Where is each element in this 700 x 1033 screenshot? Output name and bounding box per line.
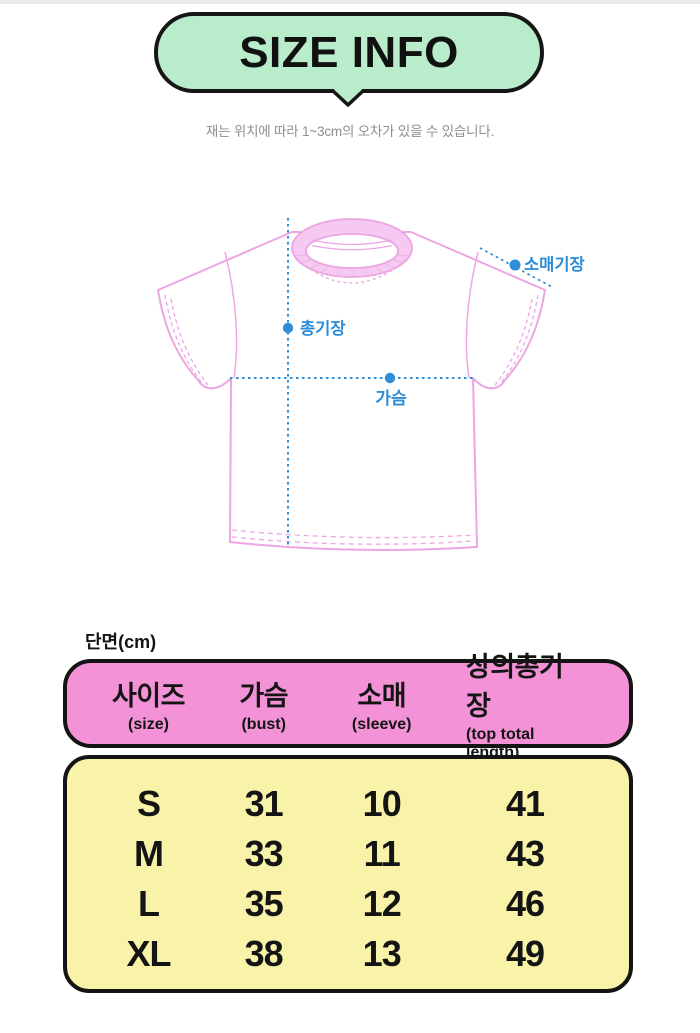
page-title: SIZE INFO	[239, 27, 459, 77]
table-row-m: M 33 11 43	[67, 829, 629, 879]
measure-line-sleeve	[479, 247, 553, 288]
table-row-l: L 35 12 46	[67, 879, 629, 929]
top-divider	[0, 0, 700, 4]
collar-ribs	[293, 254, 411, 277]
size-info-badge: SIZE INFO	[154, 12, 544, 93]
tshirt-measurement-diagram: 총기장 가슴 소매기장	[157, 218, 585, 552]
column-header-size: 사이즈 (size)	[67, 674, 230, 734]
measurement-notice: 재는 위치에 따라 1~3cm의 오차가 있을 수 있습니다.	[205, 124, 495, 139]
sleeve-value: 12	[362, 883, 402, 924]
speech-bubble-tail-icon	[330, 89, 366, 107]
sleeve-stitch-left	[164, 294, 209, 386]
size-table-header: 사이즈 (size) 가슴 (bust) 소매 (sleeve) 상의총기장 (…	[63, 652, 633, 761]
column-header-size-en: (size)	[128, 715, 169, 733]
back-collar-line	[311, 239, 393, 251]
size-value: L	[137, 883, 160, 924]
size-table-body: S 31 10 41 M 33 11 43 L 35 12 46 XL 38 1…	[63, 755, 633, 993]
column-header-size-ko: 사이즈	[111, 680, 186, 711]
column-header-bust-en: (bust)	[241, 715, 286, 733]
armhole-seam-left	[224, 251, 238, 379]
table-row-s: S 31 10 41	[67, 779, 629, 829]
sleeve-value: 11	[363, 833, 401, 874]
top-total-length-value: 46	[505, 883, 545, 924]
bust-value: 35	[244, 883, 284, 924]
column-header-sleeve-en: (sleeve)	[351, 715, 412, 733]
bust-value: 33	[244, 833, 284, 874]
bust-value: 31	[244, 783, 284, 824]
label-total-length: 총기장	[300, 319, 346, 338]
collar-band	[291, 218, 413, 278]
size-value: M	[133, 833, 164, 874]
label-chest: 가슴	[375, 389, 407, 408]
sleeve-value: 13	[362, 933, 402, 974]
top-total-length-value: 49	[505, 933, 545, 974]
top-total-length-value: 43	[505, 833, 545, 874]
armhole-seam-right	[465, 251, 479, 379]
size-value: XL	[126, 933, 171, 974]
hem-stitch	[231, 529, 476, 545]
measure-dot-chest	[384, 372, 396, 384]
unit-label: 단면(cm)	[85, 632, 157, 652]
top-total-length-value: 41	[505, 783, 545, 824]
collar-seam-stitch	[295, 257, 409, 284]
column-header-bust-ko: 가슴	[239, 680, 289, 711]
column-header-sleeve: 소매 (sleeve)	[297, 674, 466, 734]
column-header-sleeve-ko: 소매	[357, 680, 407, 711]
label-sleeve-length: 소매기장	[524, 255, 585, 274]
table-row-xl: XL 38 13 49	[67, 929, 629, 979]
bust-value: 38	[244, 933, 284, 974]
measure-dot-sleeve	[509, 259, 521, 271]
column-header-bust: 가슴 (bust)	[230, 674, 297, 734]
measure-dot-total-length	[282, 322, 294, 334]
sleeve-stitch-right	[494, 294, 539, 386]
column-header-top-total-length-ko: 상의총기장	[466, 652, 564, 721]
tshirt-outline	[157, 231, 546, 552]
column-header-top-total-length: 상의총기장 (top total length)	[466, 645, 584, 762]
size-value: S	[136, 783, 161, 824]
sleeve-value: 10	[362, 783, 402, 824]
